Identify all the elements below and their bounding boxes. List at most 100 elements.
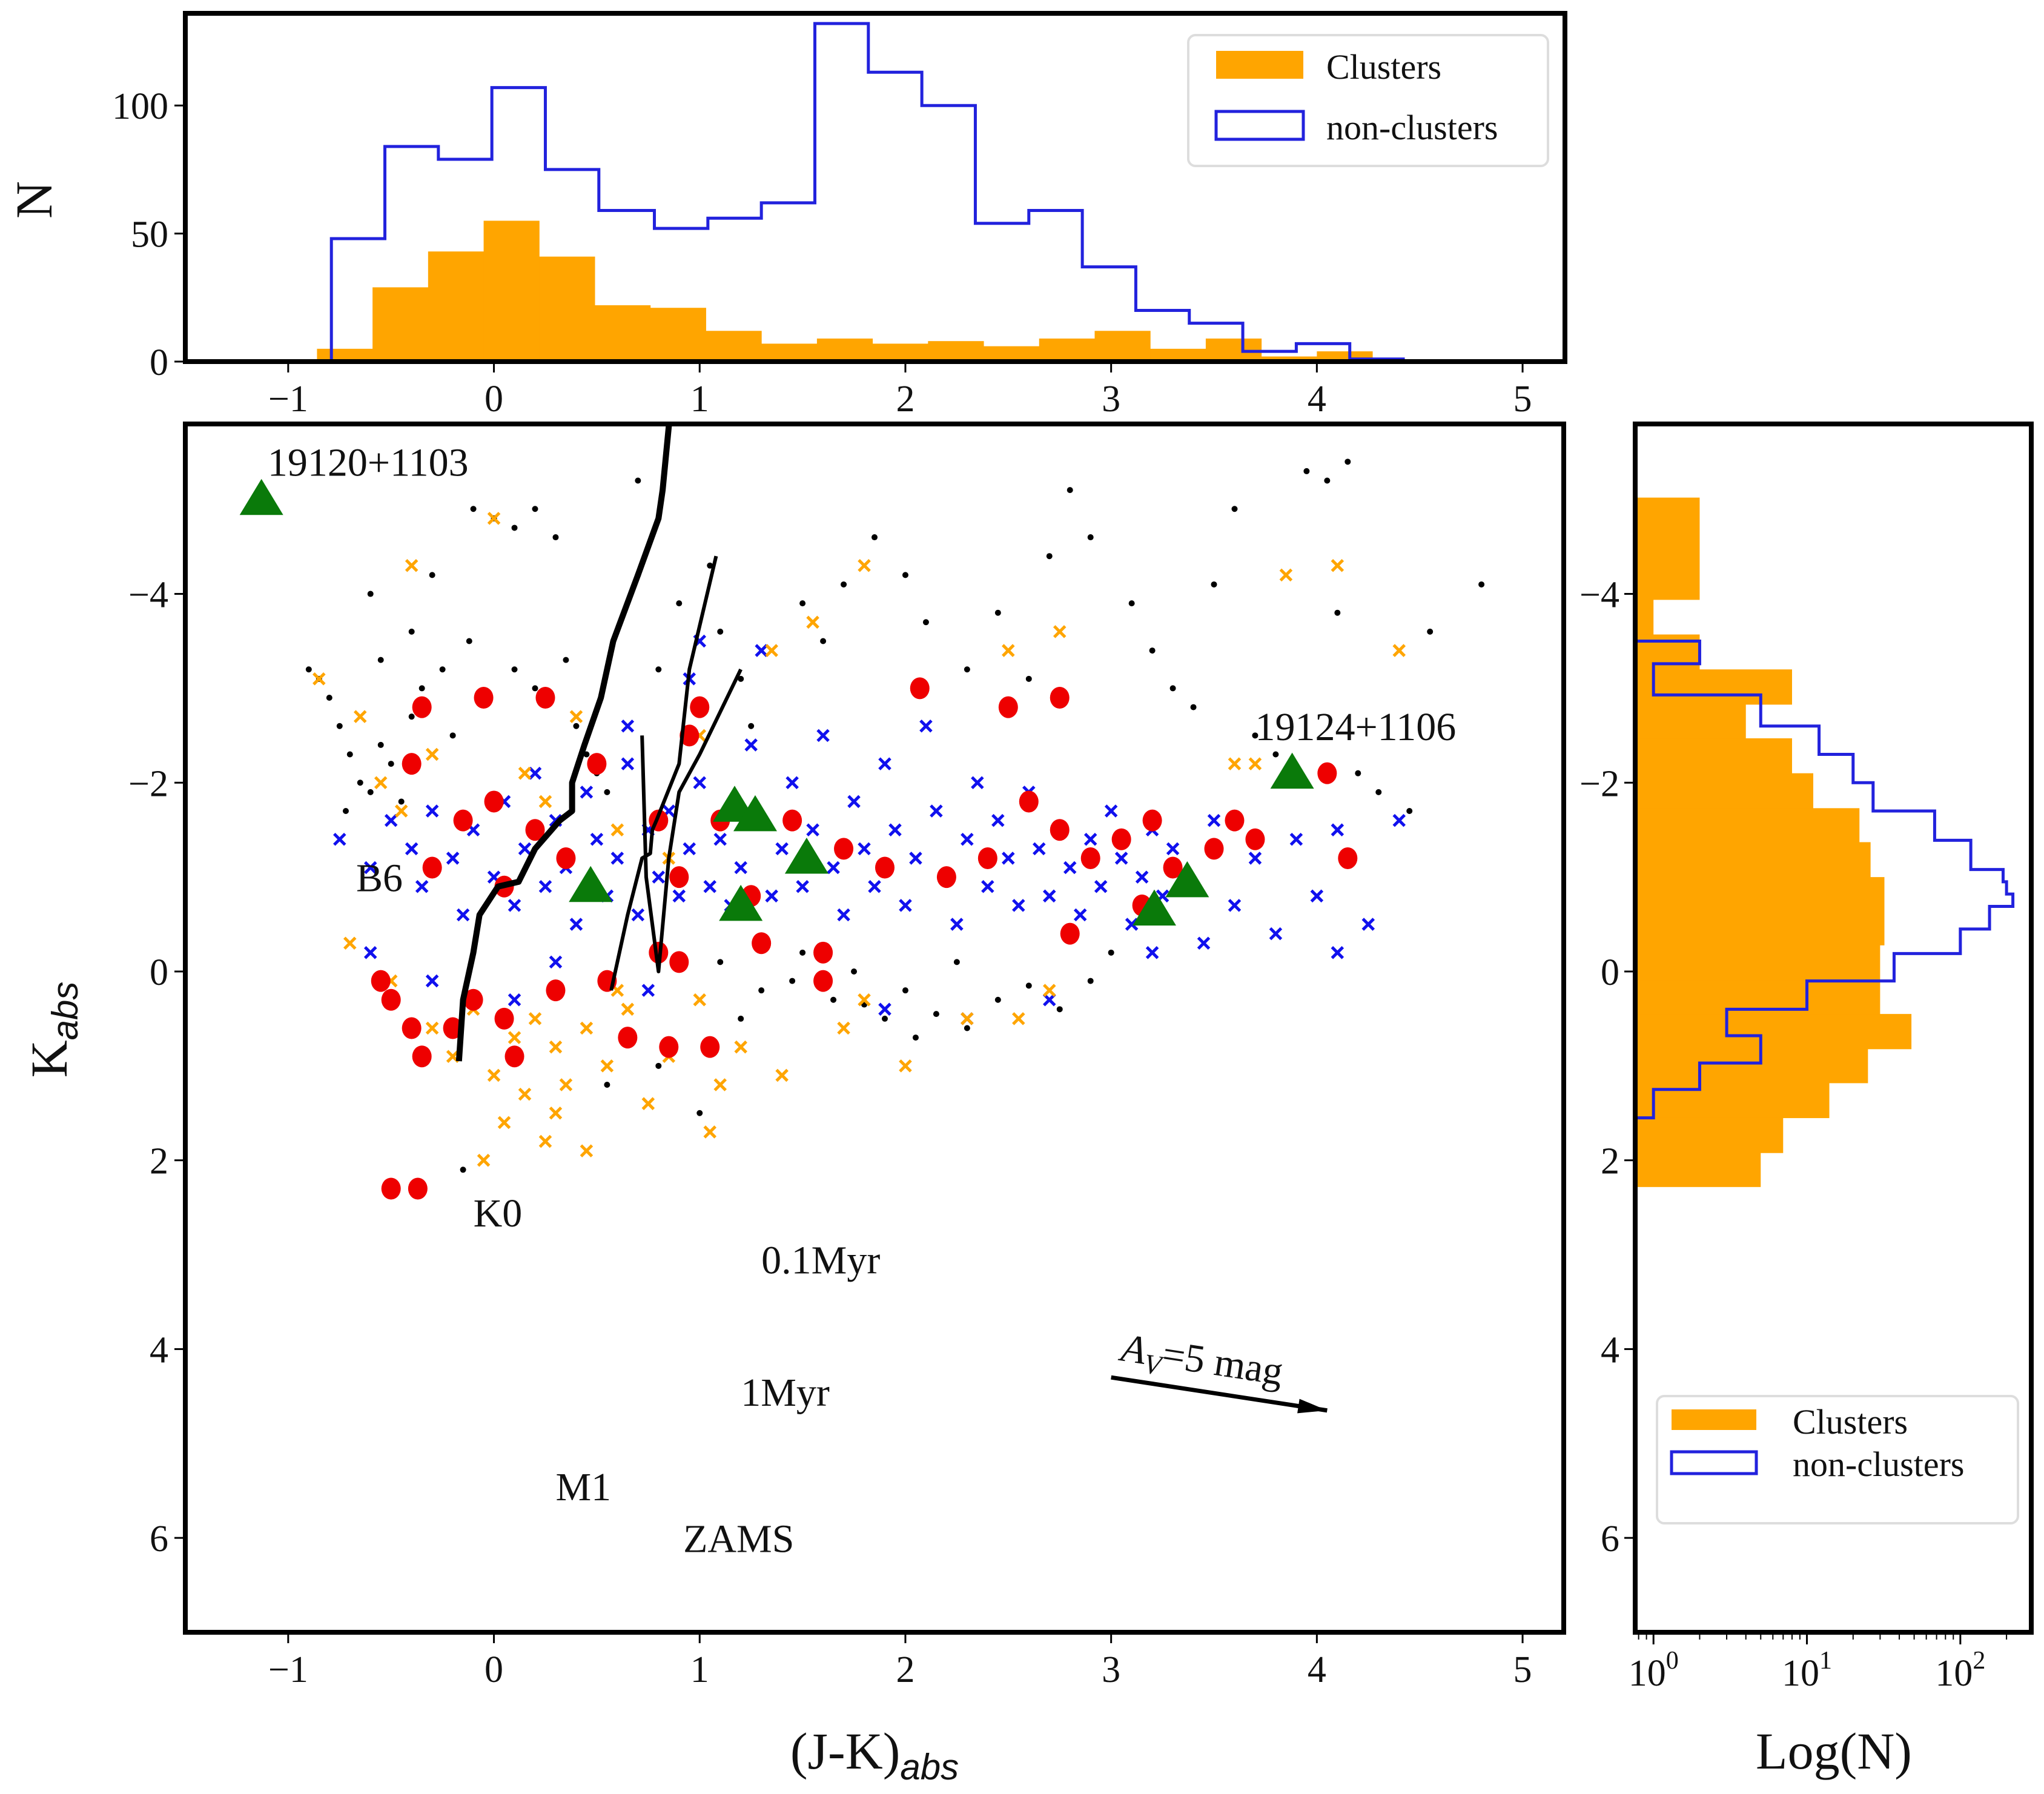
- point-black: [655, 666, 662, 673]
- point-red-circle: [618, 1027, 638, 1049]
- point-black: [532, 506, 538, 512]
- point-black: [1128, 600, 1135, 607]
- curve-01myr: [640, 668, 743, 973]
- right-hist-x-ticks: 100 101 10 2: [1629, 1635, 2008, 1694]
- right-hist-bar: [1635, 945, 1880, 981]
- point-red-circle: [813, 970, 833, 992]
- point-red-circle: [412, 1045, 432, 1068]
- point-blue-x: [631, 908, 645, 922]
- point-black: [1025, 982, 1032, 989]
- point-black: [1478, 581, 1485, 588]
- main-y-tick-label: 0: [150, 952, 168, 993]
- point-black: [408, 628, 415, 635]
- point-orange-x: [858, 993, 871, 1007]
- point-green-triangle: [239, 478, 283, 515]
- point-blue-x: [899, 899, 912, 912]
- top-hist-bar: [1039, 338, 1095, 362]
- point-blue-x: [621, 757, 635, 770]
- point-green-triangle: [719, 884, 763, 921]
- series-orange-x: [313, 512, 1406, 1167]
- point-blue-x: [610, 852, 624, 865]
- annotation-label: ZAMS: [683, 1517, 794, 1561]
- point-orange-x: [374, 776, 388, 790]
- point-blue-x: [1289, 833, 1303, 846]
- point-orange-x: [961, 1012, 974, 1025]
- point-blue-x: [456, 908, 470, 922]
- right-x-tick-label: 101: [1782, 1647, 1832, 1694]
- curve-zams: [455, 424, 672, 1062]
- top-y-tick-label: 0: [150, 342, 168, 383]
- point-blue-x: [1042, 993, 1056, 1007]
- point-black: [1406, 808, 1413, 815]
- point-orange-x: [394, 804, 408, 818]
- point-green-triangle: [784, 837, 829, 874]
- point-black: [573, 723, 580, 729]
- point-red-circle: [1050, 686, 1070, 709]
- tick-exponent: 2: [1973, 1647, 1985, 1675]
- cmd-scatter-panel: 19120+110319124+1106B6K00.1Myr1MyrM1ZAMS…: [20, 422, 1566, 1787]
- top-hist-bar: [706, 331, 762, 362]
- point-black: [717, 628, 724, 635]
- point-orange-x: [425, 747, 439, 761]
- point-blue-x: [837, 908, 850, 922]
- main-y-tick-label: −4: [128, 575, 168, 616]
- annotations: 19120+1103 19124+1106 B6 K0 0.1Myr 1Myr M1 ZAMS: [268, 441, 1456, 1561]
- right-hist-noncluster-step: [1635, 639, 2015, 1120]
- point-black: [1334, 609, 1341, 616]
- point-black: [398, 798, 405, 805]
- point-orange-x: [621, 1002, 635, 1016]
- point-black: [717, 959, 724, 965]
- right-y-tick-label: −4: [1579, 575, 1619, 616]
- main-x-tick-label: 4: [1308, 1649, 1326, 1690]
- point-blue-x: [528, 766, 542, 780]
- point-blue-x: [569, 918, 583, 931]
- point-black: [511, 666, 518, 673]
- top-hist-bar: [816, 338, 873, 362]
- annotation-label: M1: [555, 1465, 611, 1509]
- point-black: [1108, 949, 1114, 956]
- point-orange-x: [487, 512, 501, 525]
- top-hist-y-ticks: 0 50 100: [112, 86, 183, 383]
- point-blue-x: [1269, 927, 1283, 941]
- right-hist-bar: [1635, 704, 1746, 739]
- point-blue-x: [1197, 936, 1211, 950]
- point-blue-x: [641, 984, 655, 997]
- point-black: [1344, 458, 1351, 465]
- point-orange-x: [580, 1021, 594, 1035]
- point-orange-x: [405, 559, 418, 572]
- point-black: [872, 534, 878, 541]
- point-black: [1087, 978, 1094, 984]
- point-blue-x: [1073, 908, 1087, 922]
- top-hist-bar: [372, 287, 429, 362]
- right-x-tick-label: 100: [1629, 1647, 1679, 1694]
- point-red-circle: [412, 696, 432, 718]
- point-red-circle: [875, 856, 895, 879]
- point-blue-x: [1002, 852, 1015, 865]
- point-blue-x: [827, 861, 840, 875]
- point-orange-x: [734, 1040, 747, 1054]
- point-orange-x: [858, 559, 871, 572]
- point-red-circle: [977, 847, 997, 869]
- point-green-triangle: [1270, 752, 1314, 789]
- point-orange-x: [1331, 559, 1344, 572]
- point-orange-x: [538, 795, 552, 809]
- point-orange-x: [1053, 625, 1067, 638]
- point-black: [696, 1110, 703, 1116]
- point-red-circle: [1163, 856, 1183, 879]
- point-red-circle: [1317, 762, 1337, 784]
- point-black: [676, 600, 683, 607]
- point-black: [922, 619, 929, 626]
- right-hist-legend: Clusters non-clusters: [1656, 1395, 2019, 1524]
- point-blue-x: [538, 879, 552, 893]
- point-orange-x: [580, 1144, 594, 1157]
- point-orange-x: [569, 710, 583, 723]
- right-hist-bar: [1635, 1014, 1912, 1050]
- top-hist-bar: [539, 256, 595, 362]
- point-blue-x: [590, 833, 604, 846]
- right-legend-label-clusters: Clusters: [1793, 1402, 1908, 1441]
- point-black: [789, 978, 796, 984]
- tick-base: 10: [1782, 1653, 1819, 1694]
- point-black: [748, 723, 755, 729]
- point-blue-x: [1135, 870, 1149, 884]
- point-black: [1067, 487, 1073, 494]
